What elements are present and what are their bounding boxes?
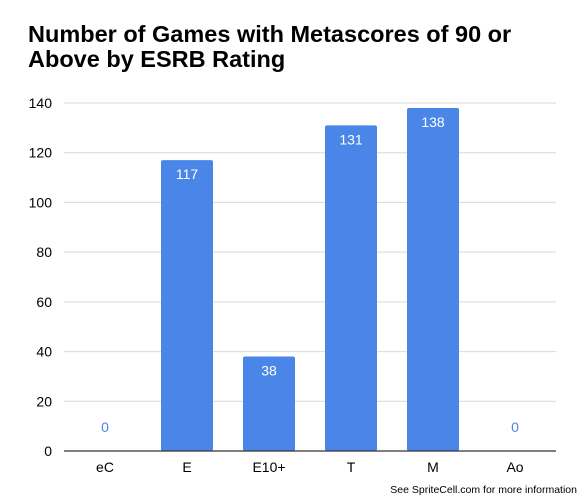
x-tick-label: Ao (506, 459, 523, 475)
bar (243, 356, 295, 451)
data-label: 0 (511, 419, 519, 435)
y-tick-label: 140 (29, 95, 53, 111)
y-tick-label: 40 (36, 344, 52, 360)
x-tick-label: eC (96, 459, 114, 475)
y-tick-label: 80 (36, 244, 52, 260)
x-tick-label: E (182, 459, 191, 475)
data-label: 117 (176, 166, 199, 182)
bars (161, 107, 459, 451)
x-tick-label: M (427, 459, 439, 475)
y-tick-label: 100 (29, 194, 53, 210)
chart-title: Number of Games with Metascores of 90 or… (28, 21, 512, 72)
y-tick-label: 120 (29, 145, 53, 161)
grid-lines (64, 102, 556, 402)
data-label: 38 (261, 363, 277, 379)
bar (407, 107, 459, 451)
y-tick-label: 20 (36, 393, 52, 409)
data-label: 0 (101, 419, 109, 435)
x-axis-tick-labels: eC E E10+ T M Ao (96, 459, 524, 475)
y-axis-tick-labels: 0 20 40 60 80 100 120 140 (29, 95, 53, 459)
data-label: 138 (421, 114, 445, 130)
x-tick-label: E10+ (252, 459, 285, 475)
bar (325, 125, 377, 451)
data-label: 131 (339, 131, 363, 147)
x-tick-label: T (347, 459, 356, 475)
footer-note: See SpriteCell.com for more information (390, 484, 577, 496)
bar (161, 160, 213, 451)
y-tick-label: 60 (36, 294, 52, 310)
y-tick-label: 0 (44, 443, 52, 459)
data-labels: 0 117 38 131 138 0 (101, 114, 519, 435)
